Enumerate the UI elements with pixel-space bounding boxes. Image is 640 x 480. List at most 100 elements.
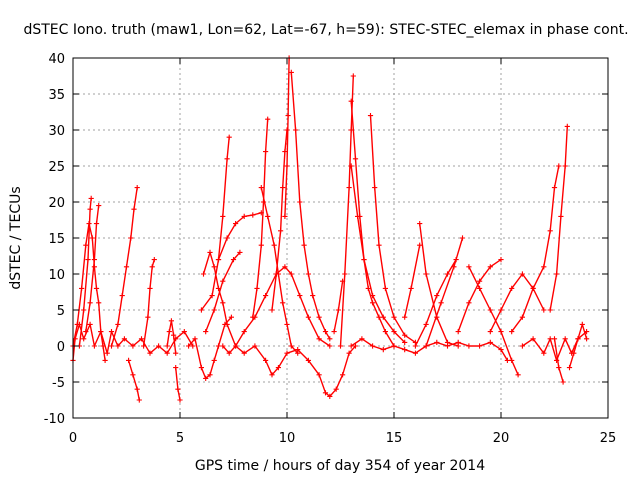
series-27-point-3 — [444, 339, 451, 345]
y-tick-label-1: -5 — [52, 376, 65, 391]
series-29-point-2 — [451, 264, 457, 270]
series-10-point-10 — [269, 372, 275, 378]
y-tick-label-2: 0 — [57, 340, 65, 355]
series-18-line — [284, 57, 290, 218]
series-21-point-4 — [350, 73, 356, 79]
series-33-point-1 — [519, 314, 525, 320]
series-14 — [203, 249, 243, 335]
series-23-point-1 — [355, 213, 361, 219]
series-3-point-3 — [81, 336, 87, 342]
series-27-line — [419, 222, 459, 347]
series-3-point-15 — [164, 350, 170, 356]
series-12-point-2 — [233, 343, 239, 349]
series-33-point-2 — [530, 285, 536, 291]
series-11-point-1 — [209, 293, 215, 299]
series-12-point-8 — [288, 271, 294, 277]
series-9-point-8 — [228, 314, 234, 320]
series-3-point-9 — [115, 343, 121, 349]
series-19-point-8 — [327, 336, 333, 342]
series-29 — [423, 235, 466, 349]
series-36-point-4 — [564, 123, 570, 129]
series-2 — [83, 203, 102, 335]
series-25-point-3 — [380, 347, 386, 353]
series-21-point-1 — [342, 271, 348, 277]
series-5-point-3 — [136, 397, 142, 403]
series-3-point-4 — [87, 321, 93, 327]
series-33-point-0 — [509, 329, 515, 335]
series-8-point-0 — [173, 365, 179, 371]
series-28-point-1 — [423, 321, 429, 327]
series-5-point-0 — [126, 357, 132, 363]
series-26-point-2 — [417, 242, 423, 248]
series-8 — [173, 365, 183, 403]
series-27-point-1 — [423, 271, 429, 277]
series-9-point-3 — [203, 375, 209, 381]
series-24-point-1 — [372, 185, 378, 191]
series-23-point-4 — [380, 314, 386, 320]
series-25-point-14 — [498, 347, 504, 353]
series-21-point-2 — [346, 185, 352, 191]
series-12-point-12 — [327, 343, 333, 349]
series-25-point-12 — [477, 343, 483, 349]
series-22 — [348, 98, 397, 349]
series-3 — [70, 321, 196, 363]
series-15-line — [252, 118, 269, 318]
axis-ticks: 0 5 10 15 20 25 -10 -5 0 5 10 15 20 25 30 35 40 — [44, 52, 617, 446]
x-tick-label-1: 5 — [176, 431, 184, 446]
series-19-point-5 — [310, 293, 316, 299]
series-13-point-3 — [241, 213, 247, 219]
series-25-point-5 — [402, 347, 408, 353]
series-20-point-1 — [335, 307, 341, 313]
series-34-point-1 — [530, 336, 536, 342]
series-20-point-0 — [331, 329, 337, 335]
series-8-point-2 — [177, 397, 183, 403]
series-28-point-3 — [444, 271, 451, 277]
series-34-point-5 — [562, 336, 568, 342]
series-16 — [258, 185, 301, 356]
series-10-point-4 — [220, 300, 226, 306]
series-13-point-0 — [215, 257, 222, 263]
series-25-line — [350, 338, 509, 362]
data-series — [70, 55, 590, 403]
series-24 — [367, 113, 418, 345]
series-36 — [547, 123, 570, 313]
series-10-point-17 — [327, 393, 333, 399]
series-23-point-0 — [348, 163, 354, 169]
series-34-point-2 — [541, 350, 547, 356]
series-25-point-13 — [487, 339, 493, 345]
series-12-point-1 — [226, 350, 232, 356]
series-26-point-1 — [408, 285, 414, 291]
x-tick-label-0: 0 — [69, 431, 77, 446]
series-25-point-2 — [370, 343, 376, 349]
series-0-point-3 — [83, 242, 89, 248]
series-29-point-3 — [459, 235, 466, 241]
x-tick-label-4: 20 — [493, 431, 510, 446]
series-19-point-4 — [305, 271, 311, 277]
series-17-point-2 — [278, 228, 284, 234]
series-25-point-0 — [348, 343, 354, 349]
series-26-point-0 — [402, 314, 408, 320]
series-11-point-0 — [198, 307, 204, 313]
series-19-point-0 — [288, 69, 294, 75]
series-2-point-4 — [96, 203, 102, 209]
series-15-point-4 — [263, 149, 269, 155]
y-tick-label-6: 20 — [48, 196, 65, 211]
series-37-point-2 — [575, 336, 581, 342]
series-10-point-12 — [284, 350, 290, 356]
series-34-point-0 — [519, 343, 525, 349]
series-2-point-2 — [91, 257, 97, 263]
series-19-line — [290, 71, 331, 340]
series-3-point-17 — [181, 329, 187, 335]
series-13 — [215, 210, 264, 263]
series-3-point-7 — [104, 350, 110, 356]
series-2-point-3 — [93, 221, 100, 227]
series-30-point-4 — [498, 257, 504, 263]
series-6-point-0 — [141, 343, 147, 349]
series-10-point-1 — [207, 249, 213, 255]
y-tick-label-0: -10 — [44, 412, 65, 427]
series-18-point-1 — [284, 163, 290, 169]
series-3-point-8 — [108, 329, 115, 335]
series-17-point-1 — [273, 271, 279, 277]
series-17 — [269, 127, 290, 313]
series-11-point-5 — [226, 134, 232, 140]
